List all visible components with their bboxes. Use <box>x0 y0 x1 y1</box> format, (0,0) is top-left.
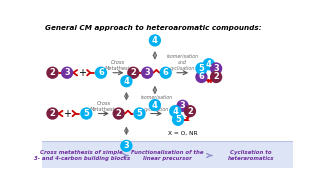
Circle shape <box>195 71 208 83</box>
Text: Cross metathesis of simple
3- and 4-carbon building blocks: Cross metathesis of simple 3- and 4-carb… <box>34 150 130 161</box>
Circle shape <box>80 107 93 120</box>
Text: N: N <box>206 79 212 84</box>
Circle shape <box>46 107 59 120</box>
Text: Cyclisation to
heteraromatics: Cyclisation to heteraromatics <box>228 150 274 161</box>
Text: isomerisation
and
cyclisation: isomerisation and cyclisation <box>140 95 172 112</box>
Text: 3: 3 <box>144 68 150 77</box>
Text: 4: 4 <box>152 36 158 45</box>
Circle shape <box>172 114 184 126</box>
Text: 4: 4 <box>124 77 129 86</box>
Text: 2: 2 <box>187 107 193 116</box>
Circle shape <box>133 107 146 120</box>
Text: 5: 5 <box>175 115 181 124</box>
Text: 6: 6 <box>98 68 104 77</box>
Text: +: + <box>63 108 71 119</box>
Circle shape <box>195 62 208 75</box>
FancyBboxPatch shape <box>41 142 294 169</box>
Text: 5: 5 <box>198 64 204 73</box>
Text: 4: 4 <box>206 60 212 69</box>
Circle shape <box>149 34 161 46</box>
Circle shape <box>112 107 125 120</box>
Text: 6: 6 <box>198 72 204 81</box>
Text: 2: 2 <box>130 68 136 77</box>
Circle shape <box>120 140 132 152</box>
Text: Cross
Metathesis: Cross Metathesis <box>90 101 117 112</box>
Text: 2: 2 <box>213 72 219 81</box>
Text: 2: 2 <box>49 68 55 77</box>
Circle shape <box>61 67 73 79</box>
Circle shape <box>149 99 161 111</box>
Text: 3: 3 <box>180 101 185 110</box>
Circle shape <box>203 58 215 70</box>
Circle shape <box>127 67 140 79</box>
Text: Functionalisation of the
linear precursor: Functionalisation of the linear precurso… <box>131 150 203 161</box>
Circle shape <box>169 105 181 117</box>
Text: 4: 4 <box>152 101 158 110</box>
Text: 3: 3 <box>213 64 219 73</box>
Text: 5: 5 <box>83 109 89 118</box>
Text: 2: 2 <box>116 109 122 118</box>
Circle shape <box>120 75 132 87</box>
Text: 3: 3 <box>124 141 129 150</box>
Text: X: X <box>185 117 190 122</box>
Text: 4: 4 <box>172 107 178 116</box>
Circle shape <box>95 67 107 79</box>
Text: 6: 6 <box>163 68 169 77</box>
Text: X = O, NR: X = O, NR <box>168 130 198 136</box>
Circle shape <box>210 62 222 75</box>
Text: 3: 3 <box>64 68 70 77</box>
Text: +: + <box>78 68 86 78</box>
Text: 5: 5 <box>137 109 143 118</box>
Text: 2: 2 <box>49 109 55 118</box>
Circle shape <box>184 105 196 117</box>
Text: Cross
Metathesis: Cross Metathesis <box>105 60 132 71</box>
Text: isomerisation
and
cyclisation: isomerisation and cyclisation <box>166 54 199 71</box>
Text: General CM approach to heteroaromatic compounds:: General CM approach to heteroaromatic co… <box>45 25 261 31</box>
Circle shape <box>141 67 153 79</box>
Circle shape <box>160 67 172 79</box>
Circle shape <box>177 100 189 112</box>
Circle shape <box>46 67 59 79</box>
Circle shape <box>210 71 222 83</box>
